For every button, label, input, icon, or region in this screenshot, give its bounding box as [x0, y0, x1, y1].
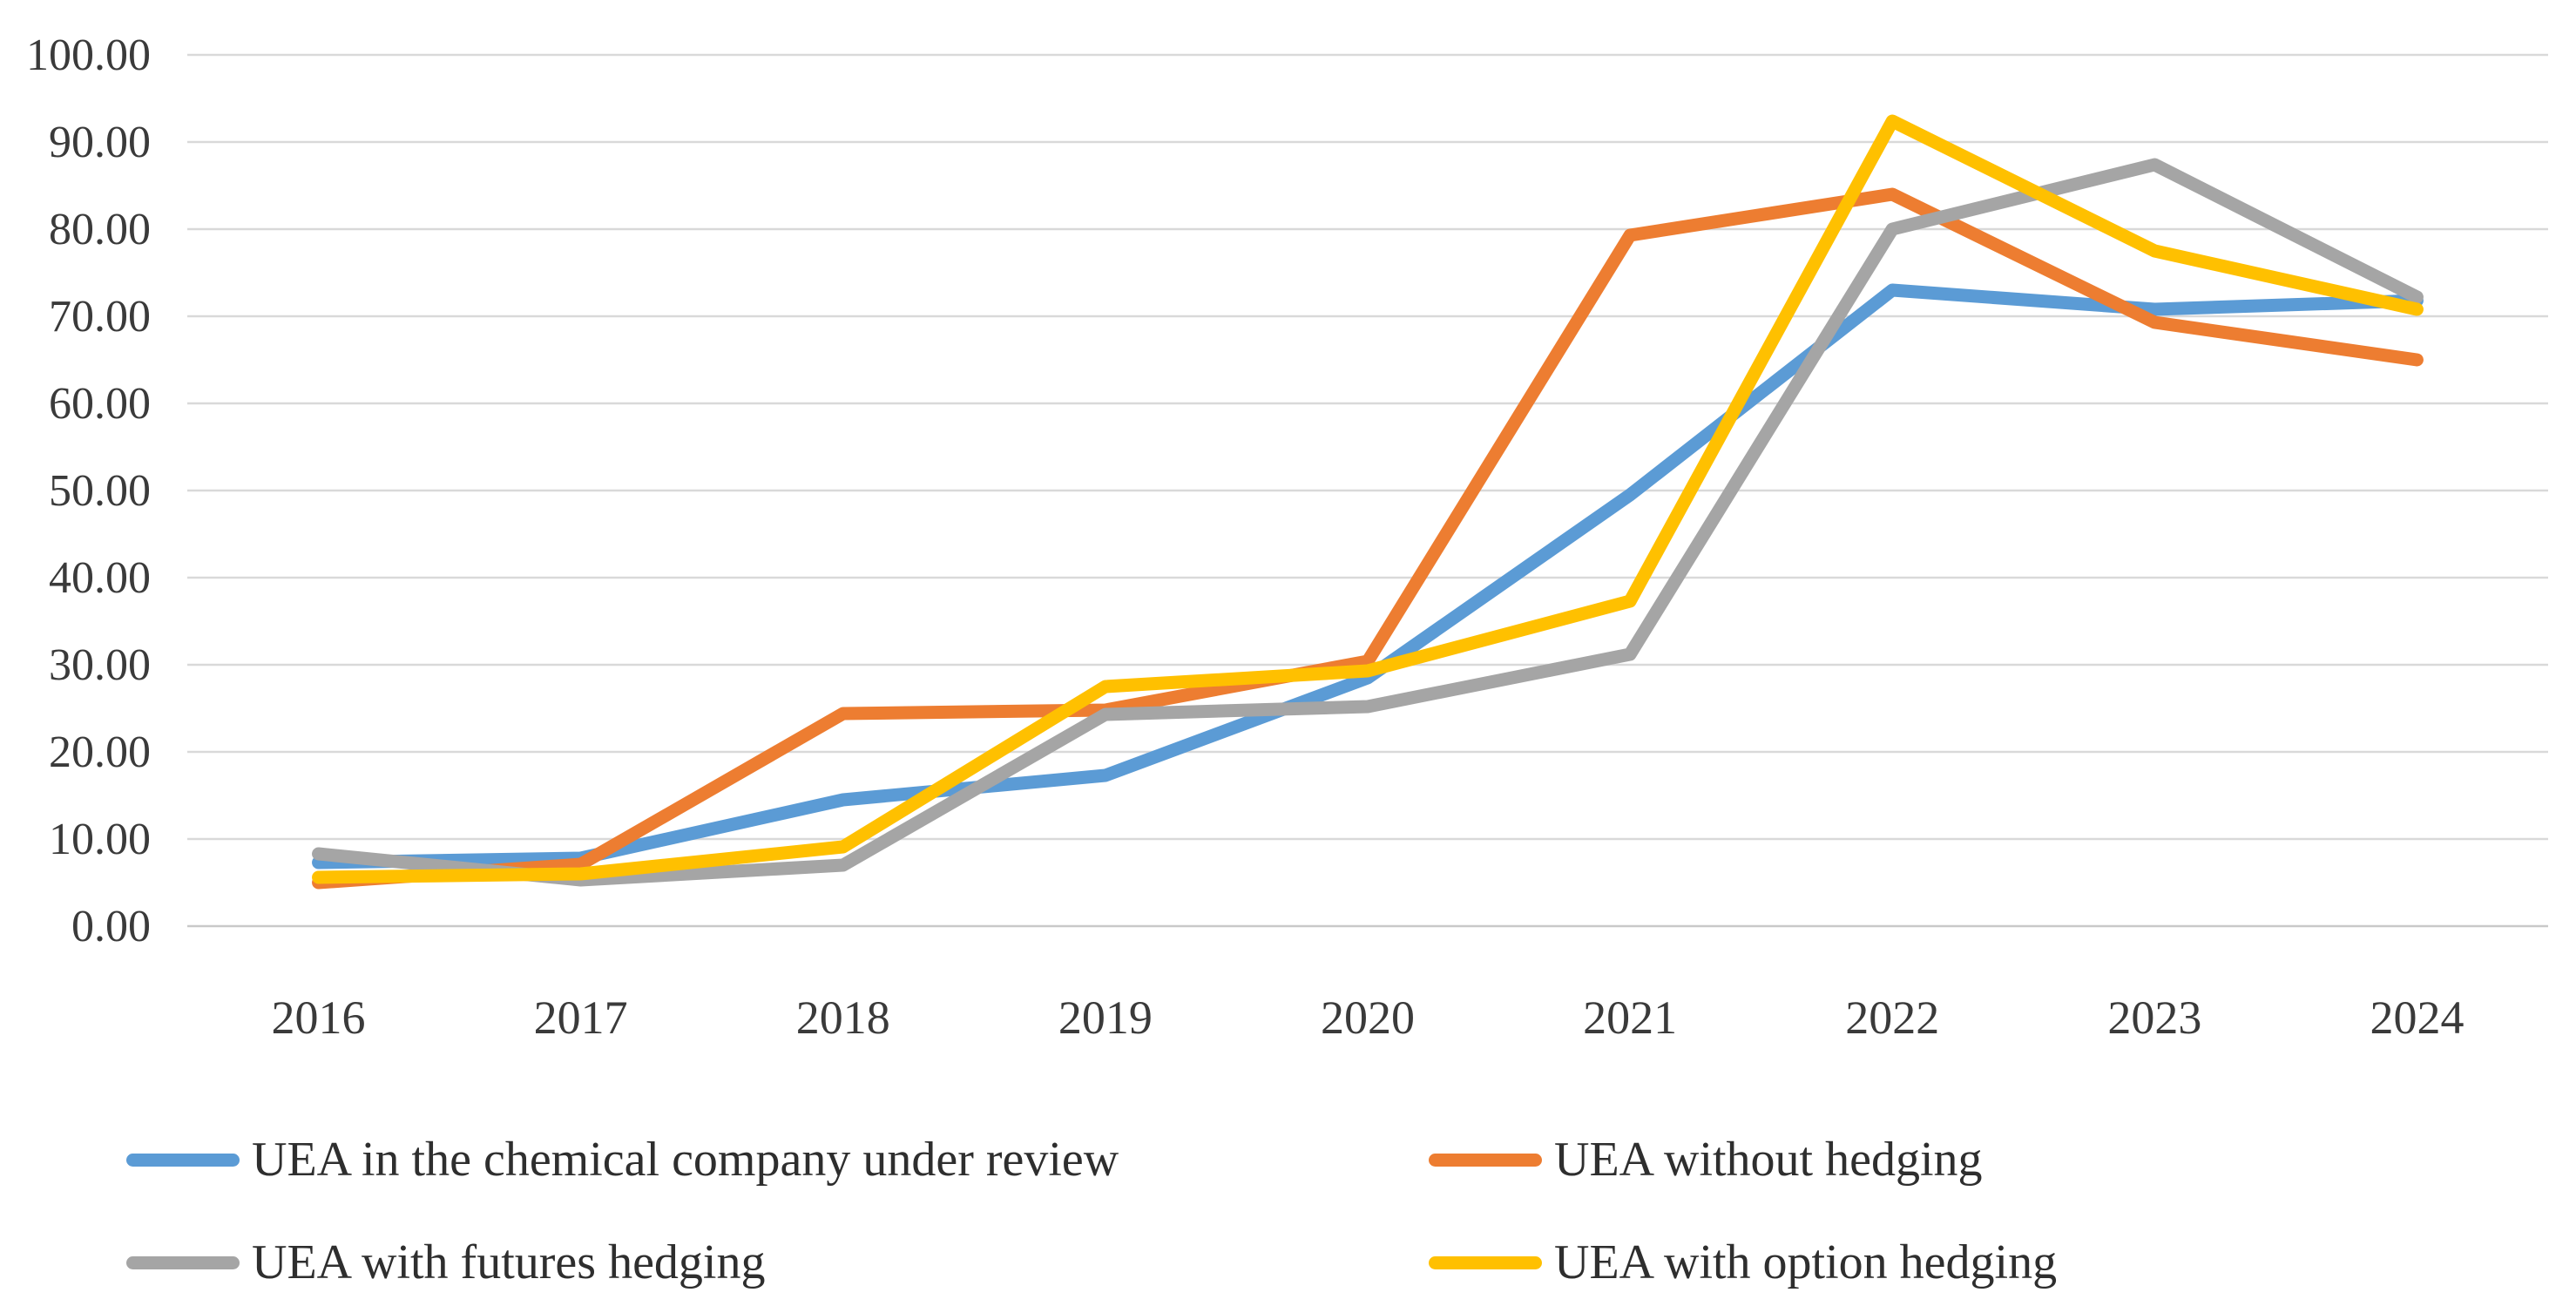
legend-label: UEA with futures hedging: [252, 1235, 766, 1289]
chart-legend: UEA in the chemical company under review…: [126, 1108, 2057, 1306]
legend-label: UEA in the chemical company under review: [252, 1133, 1119, 1187]
legend-swatch-blue: [126, 1153, 240, 1167]
series-line-2: [312, 158, 2424, 887]
y-axis-tick-label: 10.00: [49, 815, 151, 864]
x-axis-tick-label: 2016: [272, 991, 366, 1044]
y-axis-tick-label: 20.00: [49, 727, 151, 777]
y-axis-tick-label: 80.00: [49, 205, 151, 254]
x-axis-tick-label: 2021: [1583, 991, 1677, 1044]
legend-item-option-hedging: UEA with option hedging: [1429, 1235, 2057, 1290]
x-axis-tick-label: 2020: [1321, 991, 1415, 1044]
legend-swatch-orange: [1429, 1153, 1542, 1167]
legend-swatch-gray: [126, 1255, 240, 1269]
legend-label: UEA with option hedging: [1554, 1235, 2058, 1289]
y-axis-tick-label: 70.00: [49, 292, 151, 342]
x-axis-tick-label: 2019: [1058, 991, 1153, 1044]
x-axis-tick-label: 2022: [1845, 991, 1939, 1044]
x-axis-tick-label: 2017: [534, 991, 628, 1044]
legend-swatch-yellow: [1429, 1255, 1542, 1269]
y-axis-tick-label: 0.00: [71, 902, 151, 951]
series-line-1: [312, 187, 2424, 890]
series-line-3: [312, 114, 2424, 884]
y-axis-tick-label: 50.00: [49, 466, 151, 516]
legend-item-without-hedging: UEA without hedging: [1429, 1132, 2057, 1188]
legend-item-futures-hedging: UEA with futures hedging: [126, 1235, 1429, 1290]
series-line-0: [312, 283, 2424, 870]
y-axis-tick-label: 40.00: [49, 553, 151, 603]
y-axis-tick-label: 90.00: [49, 118, 151, 167]
x-axis-tick-label: 2018: [796, 991, 890, 1044]
y-axis-tick-label: 100.00: [26, 30, 151, 80]
x-axis-tick-label: 2023: [2107, 991, 2201, 1044]
legend-item-company: UEA in the chemical company under review: [126, 1132, 1429, 1188]
x-axis-tick-label: 2024: [2370, 991, 2464, 1044]
legend-label: UEA without hedging: [1554, 1133, 1983, 1187]
y-axis-tick-label: 30.00: [49, 640, 151, 690]
y-axis-tick-label: 60.00: [49, 379, 151, 429]
